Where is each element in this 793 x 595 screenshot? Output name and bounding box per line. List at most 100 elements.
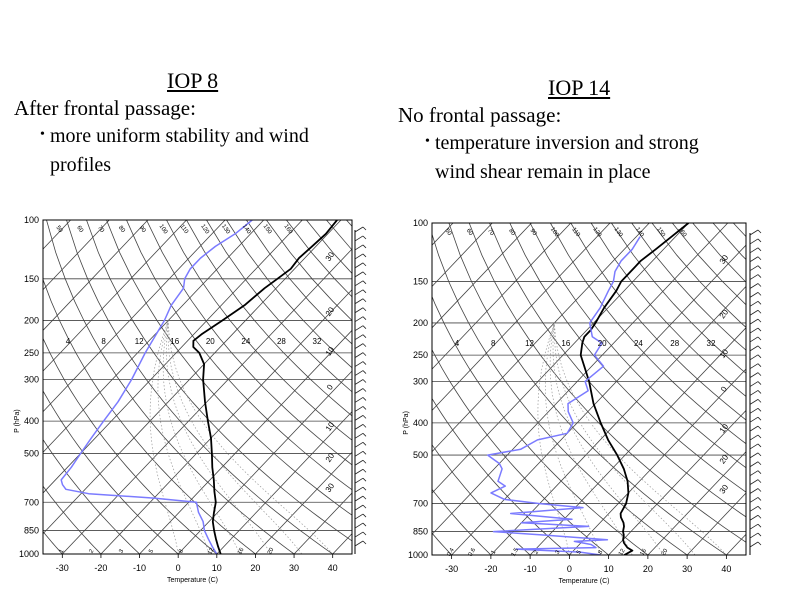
wind-barb-feather — [757, 238, 762, 243]
dry-adiabat-label: 120 — [591, 227, 602, 239]
dry-adiabat-label: 70 — [96, 225, 105, 234]
pressure-tick-label: 700 — [24, 497, 39, 507]
wind-barb — [354, 280, 364, 287]
isotherm-line — [432, 223, 689, 494]
isotherm-line — [43, 220, 226, 413]
dry-adiabat-label: 100 — [158, 224, 169, 236]
pressure-tick-label: 150 — [413, 276, 428, 286]
pressure-tick-label: 700 — [413, 499, 428, 509]
wind-barb-feather — [757, 256, 762, 261]
isotherm-line — [686, 492, 746, 555]
left-bullet-line1: more uniform stability and wind — [50, 125, 309, 147]
wind-barb — [749, 434, 759, 441]
wind-barb-feather — [362, 486, 367, 491]
wind-barb — [749, 399, 759, 405]
isotherm-line — [432, 223, 572, 370]
temperature-tick-label: 40 — [328, 563, 338, 573]
mixing-ratio-label: 12 — [135, 337, 144, 346]
dewpoint-profile-line — [60, 220, 253, 554]
wind-barb — [354, 477, 364, 484]
bottom-mixing-ratio-label: 5 — [576, 549, 583, 555]
wind-barb — [749, 265, 759, 271]
wind-barb — [354, 450, 364, 457]
dry-adiabat-line — [432, 295, 649, 555]
wind-barb — [749, 523, 759, 530]
dry-adiabat-line — [432, 532, 452, 555]
left-panel-heading: After frontal passage: — [14, 96, 196, 120]
isotherm-line — [43, 220, 187, 372]
wind-barb-feather — [362, 388, 367, 392]
dry-adiabat-label: 80 — [117, 225, 126, 234]
wind-barb-feather — [362, 280, 367, 285]
wind-barb — [749, 292, 759, 298]
wind-barb — [749, 532, 759, 539]
wind-barb-feather — [757, 399, 762, 403]
wind-barb — [749, 497, 759, 503]
dry-adiabat-label: 140 — [241, 224, 252, 236]
mixing-ratio-label: 16 — [170, 337, 179, 346]
bottom-mixing-ratio-label: 12 — [618, 548, 627, 557]
dry-adiabat-label: 110 — [570, 227, 581, 239]
wind-barb — [354, 253, 364, 260]
wind-barb — [749, 452, 759, 459]
right-bullet-line1: temperature inversion and strong — [435, 132, 699, 154]
wind-barb-feather — [362, 495, 367, 500]
isotherm-line — [177, 370, 352, 554]
wind-barb — [354, 415, 364, 421]
wind-barb — [354, 433, 364, 439]
right-bullet-marker: • — [425, 134, 430, 149]
left-bullet-marker: • — [40, 127, 45, 142]
wind-barb — [749, 247, 759, 254]
temperature-tick-label: -10 — [133, 563, 146, 573]
moist-adiabat-line — [149, 320, 179, 554]
wind-barb-feather — [362, 513, 367, 518]
temperature-tick-label: 10 — [604, 564, 614, 574]
moist-adiabat-line — [553, 322, 696, 555]
wind-barb-feather — [757, 229, 762, 234]
mixing-ratio-label: 16 — [561, 339, 570, 348]
isotherm-line — [43, 220, 303, 494]
isotherm-line — [766, 223, 793, 555]
wind-barb — [354, 459, 364, 466]
bottom-mixing-ratio-label: 8 — [597, 549, 604, 555]
bottom-mixing-ratio-label: 3 — [118, 548, 125, 554]
moist-adiabat-line — [165, 320, 272, 554]
y-axis-label: P (hPa) — [403, 411, 410, 435]
wind-barb — [749, 381, 759, 387]
wind-barb-feather — [757, 452, 762, 457]
plot-area — [43, 220, 352, 554]
isotherm-line — [432, 223, 493, 288]
wind-barb-feather — [362, 352, 367, 356]
mixing-ratio-label: 24 — [634, 339, 643, 348]
wind-barb-feather — [362, 226, 367, 231]
dry-adiabat-line — [448, 223, 727, 555]
wind-barb — [354, 504, 364, 511]
moist-adiabat-line — [553, 322, 727, 555]
dry-adiabat-line — [43, 485, 102, 554]
mixing-ratio-label: 28 — [277, 337, 286, 346]
dry-adiabat-label: 50 — [443, 228, 452, 237]
isotherm-line — [43, 220, 342, 535]
wind-barb-feather — [362, 522, 367, 527]
wind-barb-feather — [362, 477, 367, 482]
bottom-mixing-ratio-label: 12 — [207, 547, 216, 556]
bottom-mixing-ratio-label: 0.6 — [468, 547, 478, 558]
mixing-ratio-label: 20 — [598, 339, 607, 348]
mixing-ratio-label: 4 — [455, 339, 460, 348]
temperature-tick-label: 30 — [289, 563, 299, 573]
dry-adiabat-line — [489, 223, 746, 518]
wind-barb — [749, 318, 759, 325]
wind-barb-feather — [362, 468, 367, 473]
wind-barb-feather — [362, 459, 367, 464]
isotherm-line — [432, 223, 532, 329]
wind-barb-feather — [757, 345, 762, 350]
bottom-mixing-ratio-label: 1 — [59, 548, 66, 554]
isotherm-line — [293, 492, 352, 554]
wind-barb-feather — [362, 316, 367, 320]
wind-barb — [354, 397, 364, 403]
temperature-tick-label: -20 — [94, 563, 107, 573]
temperature-tick-label: 0 — [567, 564, 572, 574]
moist-adiabat-line — [552, 322, 664, 555]
wind-barb — [354, 522, 364, 529]
wind-barb-feather — [362, 235, 367, 240]
